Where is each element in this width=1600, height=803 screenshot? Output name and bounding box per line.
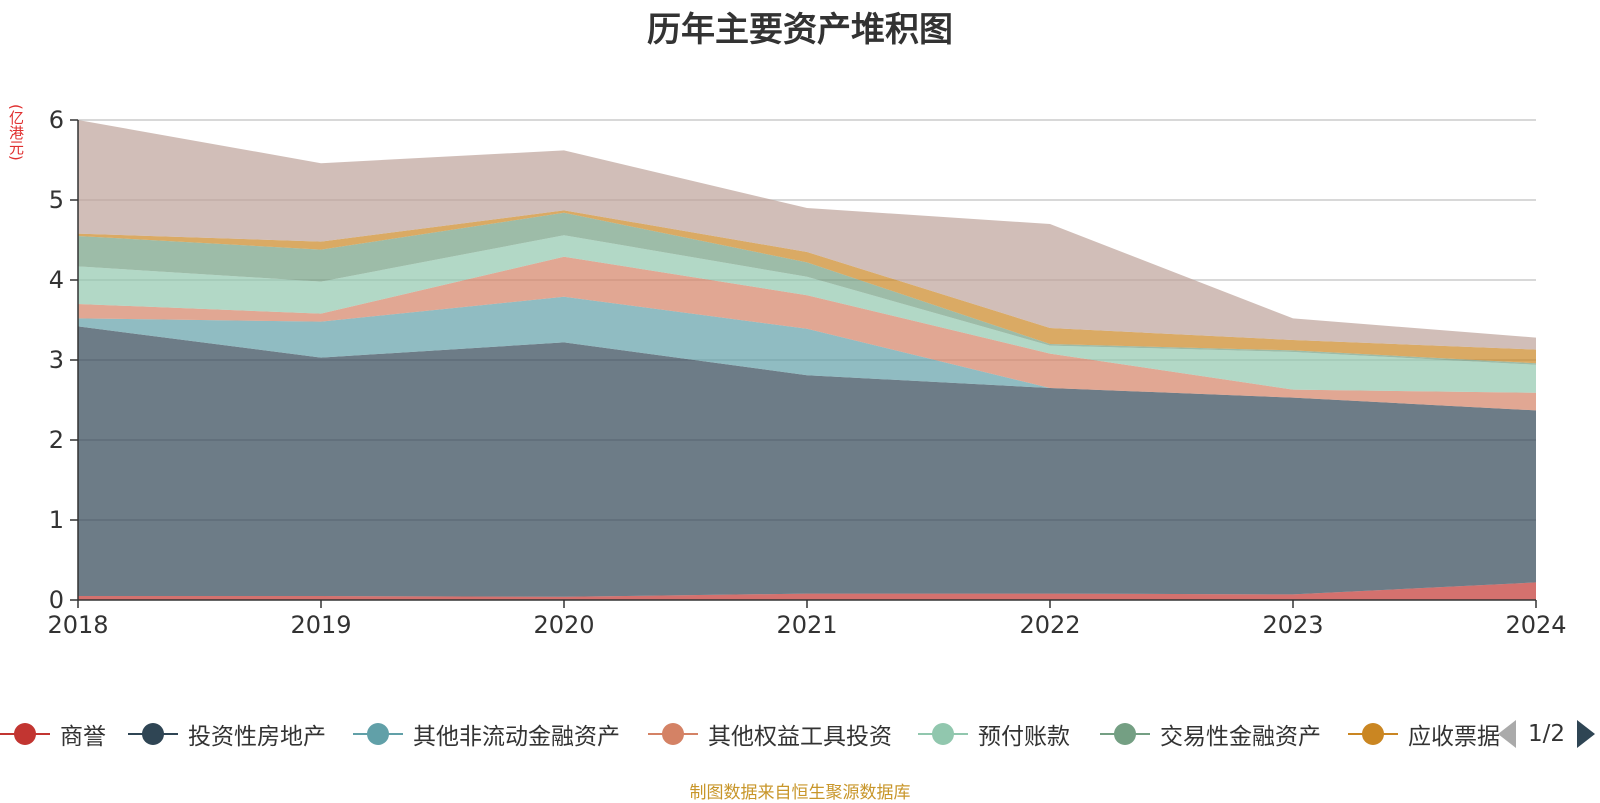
stacked-area-chart: 0 1 2 3 4 5 6 2018 2019 2020 2021 2022 2023 2024 (47, 106, 1566, 639)
area-series-0 (78, 582, 1536, 600)
source-note: 制图数据来自恒生聚源数据库 (689, 783, 911, 803)
prev-page-icon[interactable] (1498, 720, 1516, 748)
area-series-5 (78, 212, 1536, 365)
x-tick-label: 2019 (290, 611, 351, 639)
x-tick-label: 2023 (1262, 611, 1323, 639)
legend-label: 其他权益工具投资 (708, 724, 892, 750)
legend-marker (918, 722, 968, 746)
legend-item-goodwill[interactable]: 商誉 (0, 714, 106, 754)
legend-pager: 1/2 (1498, 714, 1596, 754)
legend-page-indicator: 1/2 (1528, 721, 1566, 747)
x-tick-label: 2018 (47, 611, 108, 639)
next-page-icon[interactable] (1577, 720, 1596, 748)
legend-label: 交易性金融资产 (1160, 724, 1321, 750)
legend-label: 应收票据 (1408, 724, 1500, 750)
legend-item-notes-receivable[interactable]: 应收票据 (1348, 714, 1500, 754)
y-tick-label: 1 (49, 506, 64, 534)
tick-labels: 0 1 2 3 4 5 6 2018 2019 2020 2021 2022 2023 2024 (47, 106, 1566, 639)
legend-label: 商誉 (60, 724, 106, 750)
legend-marker (1348, 722, 1398, 746)
area-series-3 (78, 256, 1536, 411)
legend: 商誉 投资性房地产 其他非流动金融资产 其他权益工具投资 预付账款 交易性金融资… (0, 714, 1600, 754)
legend-item-prepayments[interactable]: 预付账款 (918, 714, 1070, 754)
y-tick-label: 6 (49, 106, 64, 134)
y-axis-unit-label: (亿港元) (7, 104, 25, 161)
area-series (78, 120, 1536, 600)
legend-item-other-noncurrent-financial-assets[interactable]: 其他非流动金融资产 (353, 714, 620, 754)
x-tick-label: 2022 (1019, 611, 1080, 639)
legend-marker (648, 722, 698, 746)
legend-item-trading-financial-assets[interactable]: 交易性金融资产 (1100, 714, 1321, 754)
axes (70, 119, 1537, 608)
area-series-1 (78, 326, 1536, 597)
legend-marker (1100, 722, 1150, 746)
legend-marker (128, 722, 178, 746)
y-tick-label: 3 (49, 346, 64, 374)
legend-marker (353, 722, 403, 746)
x-tick-label: 2021 (776, 611, 837, 639)
legend-item-other-equity-instruments[interactable]: 其他权益工具投资 (648, 714, 892, 754)
y-tick-label: 2 (49, 426, 64, 454)
chart-title: 历年主要资产堆积图 (647, 10, 953, 50)
area-series-2 (78, 296, 1536, 411)
legend-marker (0, 722, 50, 746)
x-tick-label: 2020 (533, 611, 594, 639)
legend-label: 预付账款 (978, 724, 1070, 750)
legend-label: 其他非流动金融资产 (413, 724, 620, 750)
area-series-6 (78, 210, 1536, 364)
x-tick-label: 2024 (1505, 611, 1566, 639)
y-tick-label: 4 (49, 266, 64, 294)
y-tick-label: 5 (49, 186, 64, 214)
legend-item-investment-property[interactable]: 投资性房地产 (128, 714, 326, 754)
area-series-4 (78, 235, 1536, 393)
y-tick-label: 0 (49, 586, 64, 614)
area-series-7 (78, 120, 1536, 350)
legend-label: 投资性房地产 (188, 724, 326, 750)
